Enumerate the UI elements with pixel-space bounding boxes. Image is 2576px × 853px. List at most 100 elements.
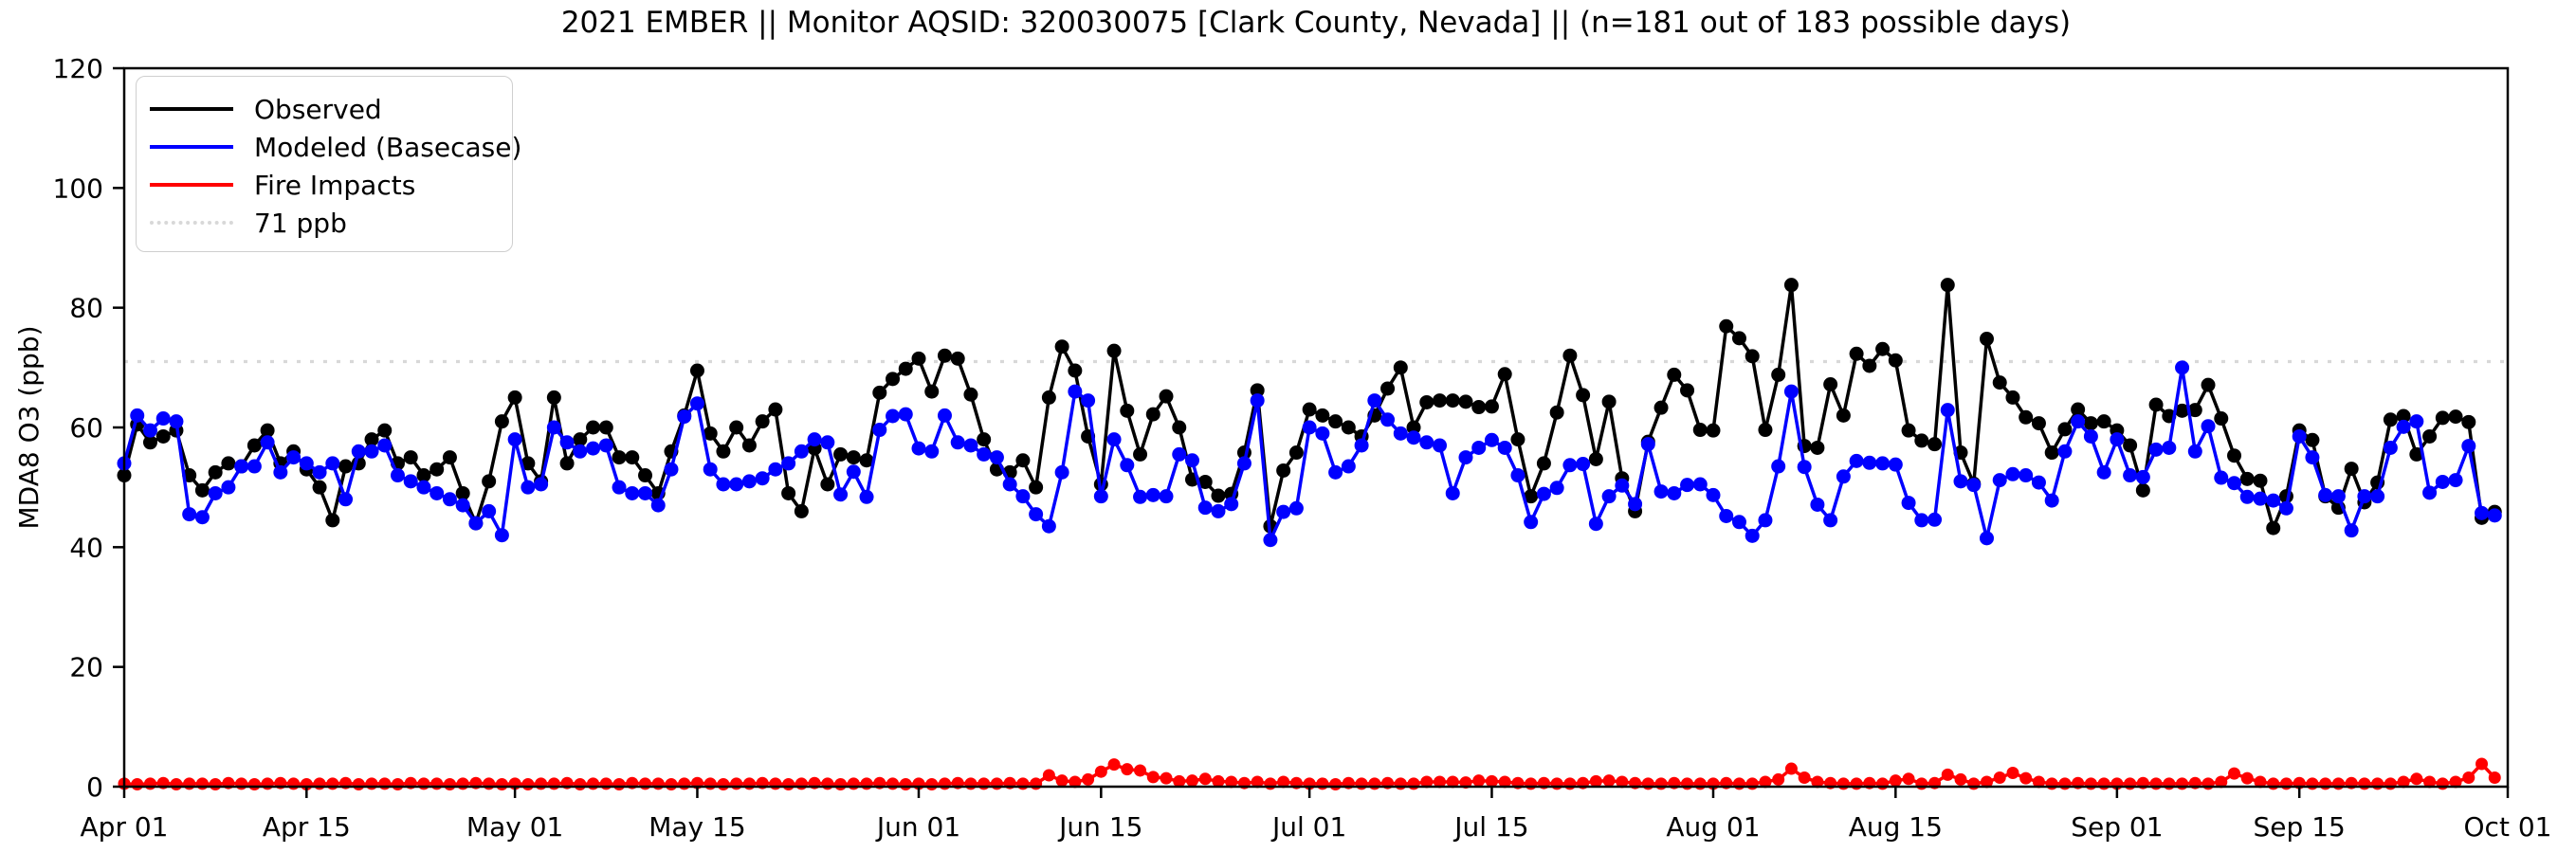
data-point bbox=[1106, 343, 1122, 358]
legend-label-observed: Observed bbox=[254, 93, 382, 125]
x-tick-label: May 15 bbox=[649, 811, 745, 843]
data-point bbox=[547, 777, 560, 790]
data-point bbox=[821, 777, 834, 790]
data-point bbox=[2071, 414, 2086, 429]
data-point bbox=[247, 459, 262, 474]
data-point bbox=[1263, 533, 1278, 548]
data-point bbox=[2267, 777, 2280, 790]
data-point bbox=[2162, 440, 2177, 455]
data-point bbox=[1927, 512, 1943, 527]
data-point bbox=[1719, 318, 1734, 334]
data-point bbox=[859, 489, 874, 504]
data-point bbox=[352, 777, 365, 790]
data-point bbox=[1328, 464, 1343, 480]
data-point bbox=[1731, 331, 1746, 346]
data-point bbox=[377, 438, 393, 453]
data-point bbox=[221, 456, 236, 471]
data-point bbox=[2032, 775, 2045, 789]
fire-line-swatch bbox=[150, 183, 233, 187]
x-tick-label: Aug 01 bbox=[1666, 811, 1760, 843]
data-point bbox=[1783, 278, 1799, 293]
x-tick-label: Jun 01 bbox=[875, 811, 960, 843]
data-point bbox=[2135, 469, 2150, 484]
data-point bbox=[1251, 775, 1264, 789]
data-point bbox=[559, 456, 575, 471]
data-point bbox=[1054, 464, 1069, 480]
data-point bbox=[2228, 767, 2241, 780]
data-point bbox=[2396, 408, 2411, 424]
data-point bbox=[2383, 440, 2398, 455]
data-point bbox=[677, 409, 692, 425]
data-point bbox=[741, 474, 757, 489]
data-point bbox=[650, 498, 666, 513]
data-point bbox=[1068, 384, 1083, 399]
data-point bbox=[1434, 775, 1447, 789]
data-point bbox=[612, 777, 626, 790]
data-point bbox=[1380, 381, 1396, 396]
data-point bbox=[209, 777, 222, 790]
data-point bbox=[1236, 456, 1251, 471]
data-point bbox=[390, 468, 405, 483]
data-point bbox=[2476, 757, 2489, 771]
data-point bbox=[378, 777, 392, 790]
data-point bbox=[1588, 517, 1603, 532]
data-point bbox=[1680, 383, 1695, 398]
data-point bbox=[483, 777, 496, 790]
data-point bbox=[1798, 771, 1811, 785]
data-point bbox=[977, 446, 992, 462]
data-point bbox=[442, 492, 457, 507]
data-point bbox=[1146, 771, 1160, 784]
data-point bbox=[1134, 764, 1147, 777]
data-point bbox=[2409, 446, 2424, 462]
data-point bbox=[1041, 390, 1056, 405]
data-point bbox=[1198, 772, 1212, 786]
data-point bbox=[1315, 426, 1330, 441]
data-point bbox=[559, 435, 575, 450]
data-point bbox=[1862, 358, 1877, 373]
observed-markers bbox=[117, 278, 2502, 535]
data-point bbox=[598, 420, 613, 435]
data-point bbox=[1106, 432, 1122, 447]
data-point bbox=[730, 777, 743, 790]
data-point bbox=[495, 777, 508, 790]
data-point bbox=[924, 384, 940, 399]
data-point bbox=[716, 477, 731, 492]
data-point bbox=[794, 503, 809, 518]
data-point bbox=[364, 432, 379, 447]
data-point bbox=[2435, 474, 2450, 489]
data-point bbox=[1745, 777, 1759, 790]
data-point bbox=[820, 435, 835, 450]
data-point bbox=[1888, 457, 1903, 472]
data-point bbox=[638, 485, 653, 500]
data-point bbox=[1783, 384, 1799, 399]
data-point bbox=[1759, 775, 1772, 789]
data-point bbox=[963, 438, 978, 453]
data-point bbox=[1393, 360, 1408, 375]
data-point bbox=[1184, 453, 1199, 468]
data-point bbox=[1406, 430, 1421, 445]
data-point bbox=[573, 444, 588, 459]
data-point bbox=[911, 351, 926, 366]
data-point bbox=[2357, 489, 2372, 504]
data-point bbox=[886, 372, 901, 387]
data-point bbox=[1966, 478, 1982, 493]
data-point bbox=[2083, 428, 2098, 444]
data-point bbox=[521, 456, 536, 471]
data-point bbox=[1901, 496, 1916, 511]
data-point bbox=[507, 390, 522, 405]
data-point bbox=[546, 420, 561, 435]
data-point bbox=[599, 777, 612, 790]
data-point bbox=[898, 407, 913, 422]
data-point bbox=[2005, 390, 2020, 405]
data-point bbox=[769, 777, 782, 790]
data-point bbox=[1341, 420, 1356, 435]
data-point bbox=[2201, 419, 2216, 434]
data-point bbox=[1133, 446, 1148, 462]
data-point bbox=[1160, 771, 1173, 785]
data-point bbox=[1510, 432, 1526, 447]
data-point bbox=[429, 462, 445, 477]
data-point bbox=[1145, 487, 1160, 502]
data-point bbox=[964, 777, 977, 790]
data-point bbox=[1536, 456, 1551, 471]
data-point bbox=[1197, 474, 1213, 489]
